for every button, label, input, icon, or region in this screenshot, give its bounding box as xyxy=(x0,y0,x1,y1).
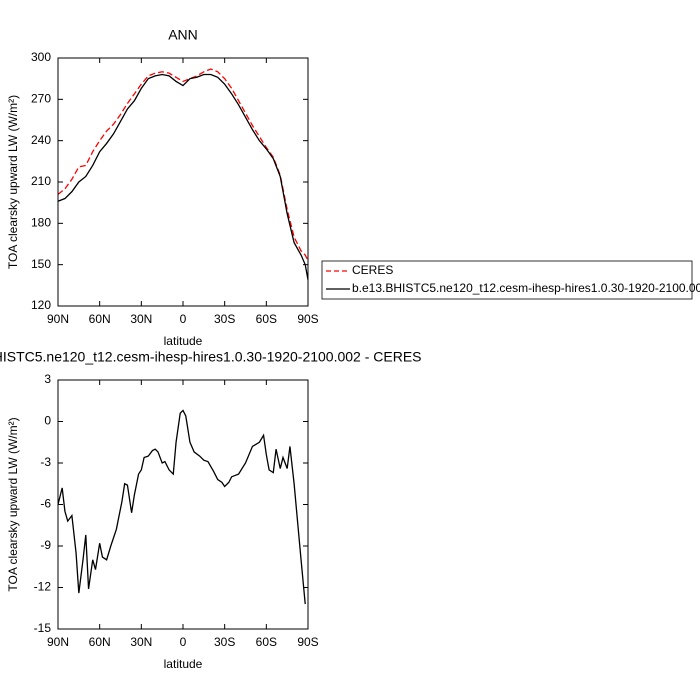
data-line xyxy=(57,68,309,261)
y-axis-label: TOA clearsky upward LW (W/m²) xyxy=(6,417,20,591)
y-tick-label: 180 xyxy=(31,216,51,230)
x-axis-label: latitude xyxy=(164,334,203,348)
x-tick-label: 30S xyxy=(214,312,235,326)
legend-label: b.e13.BHISTC5.ne120_t12.cesm-ihesp-hires… xyxy=(352,281,700,295)
y-tick-label: -3 xyxy=(40,455,51,469)
y-tick-label: -12 xyxy=(34,580,52,594)
y-tick-label: -6 xyxy=(40,497,51,511)
x-tick-label: 60S xyxy=(256,312,277,326)
x-tick-label: 60S xyxy=(256,635,277,649)
y-tick-label: -15 xyxy=(34,621,52,635)
y-tick-label: 300 xyxy=(31,50,51,64)
chart-title: b.e13.BHISTC5.ne120_t12.cesm-ihesp-hires… xyxy=(0,349,422,365)
y-tick-label: 150 xyxy=(31,257,51,271)
y-axis-label: TOA clearsky upward LW (W/m²) xyxy=(6,95,20,269)
plot-frame xyxy=(57,379,309,630)
legend-label: CERES xyxy=(352,263,393,277)
chart-title: ANN xyxy=(168,27,198,43)
x-tick-label: 90S xyxy=(297,635,318,649)
x-tick-label: 30S xyxy=(214,635,235,649)
y-tick-label: -9 xyxy=(40,538,51,552)
x-tick-label: 30N xyxy=(130,635,152,649)
x-tick-label: 60N xyxy=(89,312,111,326)
data-line xyxy=(57,73,309,280)
plot-frame xyxy=(57,57,309,307)
y-tick-label: 3 xyxy=(44,372,51,386)
x-tick-label: 90N xyxy=(47,635,69,649)
x-tick-label: 0 xyxy=(180,635,187,649)
x-tick-label: 30N xyxy=(130,312,152,326)
y-tick-label: 240 xyxy=(31,133,51,147)
x-tick-label: 90N xyxy=(47,312,69,326)
data-line xyxy=(57,409,306,605)
y-tick-label: 0 xyxy=(44,414,51,428)
x-tick-label: 0 xyxy=(180,312,187,326)
x-tick-label: 60N xyxy=(89,635,111,649)
x-tick-label: 90S xyxy=(297,312,318,326)
x-axis-label: latitude xyxy=(164,657,203,671)
y-tick-label: 120 xyxy=(31,298,51,312)
y-tick-label: 270 xyxy=(31,92,51,106)
y-tick-label: 210 xyxy=(31,174,51,188)
legend-box xyxy=(321,260,693,300)
